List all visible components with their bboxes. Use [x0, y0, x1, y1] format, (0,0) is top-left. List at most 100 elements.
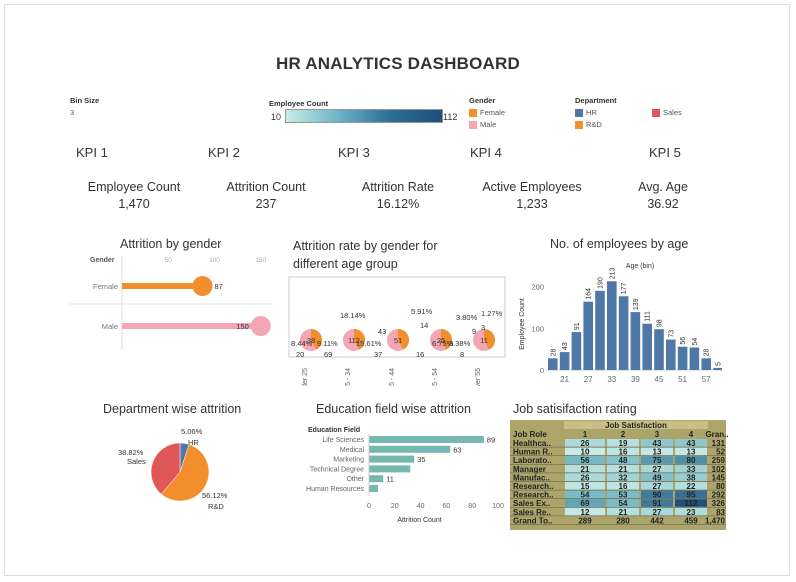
age-bar-label: 54 [692, 338, 699, 346]
rd-legend-text: R&D [586, 120, 602, 129]
age-bar [642, 323, 652, 370]
dept-sales-pct: 38.82% [118, 448, 144, 457]
age-y-tick: 200 [531, 283, 544, 292]
gender-category-label: Female [93, 282, 118, 291]
agegroup-rate-label: 15.61% [356, 339, 382, 348]
edu-category-label: Marketing [333, 457, 364, 464]
age-bar [559, 352, 570, 370]
edu-bar [369, 445, 451, 453]
gender-legend-male[interactable]: Male [469, 120, 496, 130]
job-cell-value: 33 [687, 465, 696, 474]
job-heat-cell [675, 499, 707, 507]
agegroup-count-label: 69 [324, 350, 332, 359]
age-y-axis-label: Employee Count [519, 298, 526, 350]
age-bar-label: 177 [621, 282, 628, 294]
job-heat-cell [675, 439, 707, 447]
job-cell-value: 75 [653, 456, 662, 465]
job-cell-value: 69 [581, 499, 590, 508]
job-heat-cell [675, 456, 707, 464]
edu-category-label: Medical [340, 447, 365, 454]
gender-category-label: Male [102, 322, 118, 331]
edu-value-label: 63 [453, 445, 461, 454]
kpi-1-value: 1,470 [118, 197, 150, 211]
edu-bar [369, 475, 384, 483]
age-bar [689, 347, 700, 370]
job-cell-value: 26 [581, 473, 590, 482]
age-bar-label: 56 [680, 337, 687, 345]
job-heat-cell [607, 456, 639, 464]
kpi-3-name: Attrition Rate [361, 180, 435, 194]
age-axis-title: Age (bin) [626, 263, 654, 270]
job-heat-cell [641, 447, 673, 456]
agegroup-pie-female [441, 329, 452, 350]
agegroup-pie-female [398, 329, 409, 350]
job-heat-cell [675, 490, 707, 499]
job-cell-value: 21 [619, 508, 628, 517]
edu-bar [369, 485, 379, 492]
department-legend-rd[interactable]: R&D [575, 120, 602, 130]
job-cell-value: 102 [712, 465, 726, 474]
department-attrition-chart: 5.06% HR 38.82%Sales 56.12% R&D [118, 427, 228, 511]
education-attrition-chart: Education Field Life Sciences 89 Medical 63 M… [306, 427, 504, 524]
kpi-3-tag: KPI 3 [338, 145, 370, 160]
job-heat-cell [675, 447, 707, 456]
job-cell-value: 56 [581, 456, 590, 465]
job-heat-cell [607, 464, 639, 473]
edu-category-label: Human Resources [306, 486, 364, 493]
job-heat-cell [607, 473, 639, 481]
job-heat-cell [565, 473, 605, 481]
job-cell-value: 95 [687, 491, 696, 500]
age-bar [571, 332, 582, 370]
job-sat-title: Job satisifaction rating [513, 402, 637, 416]
job-cell-value: 23 [687, 508, 696, 517]
job-role-label: Manufac.. [513, 473, 550, 482]
bin-size-value[interactable]: 3 [70, 108, 75, 117]
job-heat-cell [641, 473, 673, 481]
job-cell-value: 292 [712, 491, 726, 500]
job-column-header: Gran.. [705, 430, 728, 439]
kpi-1-name: Employee Count [87, 180, 181, 194]
job-heat-cell [641, 499, 673, 507]
agegroup-pie-female [484, 329, 495, 350]
employee-count-legend-label: Employee Count [269, 99, 329, 108]
job-heat-cell [565, 464, 605, 473]
kpi-4-tag: KPI 4 [470, 145, 502, 160]
job-cell-value: 26 [581, 439, 590, 448]
kpi-1-tag: KPI 1 [76, 145, 108, 160]
age-x-tick: 51 [678, 375, 687, 384]
edu-value-label: 11 [386, 475, 394, 484]
age-bar [630, 312, 641, 370]
age-bar-label: 43 [562, 342, 569, 350]
agegroup-count-label: 20 [296, 350, 304, 359]
gender-legend-female[interactable]: Female [469, 108, 505, 118]
age-bar-label: 98 [657, 319, 664, 327]
gender-bar-dot [192, 276, 213, 296]
edu-x-tick: 60 [443, 503, 451, 510]
job-cell-value: 10 [581, 448, 590, 457]
job-heat-cell [565, 447, 605, 456]
kpi-5-value: 36.92 [647, 197, 679, 211]
job-cell-value: 90 [653, 491, 662, 500]
job-role-label: Laborato.. [513, 456, 552, 465]
job-cell-value: 38 [687, 473, 696, 482]
department-legend-hr[interactable]: HR [575, 108, 597, 118]
job-heat-cell [641, 482, 673, 490]
age-x-tick: 27 [584, 375, 593, 384]
job-cell-value: 22 [687, 482, 696, 491]
department-legend-label: Department [575, 96, 617, 105]
job-cell-value: 27 [653, 465, 662, 474]
age-y-tick: 0 [540, 366, 544, 375]
job-heat-cell [607, 507, 639, 516]
job-cell-value: 19 [619, 439, 628, 448]
age-bar-label: 28 [550, 348, 557, 356]
job-heat-cell [675, 482, 707, 490]
agegroup-count-label: 9 [472, 327, 476, 336]
edu-x-axis-label: Attrition Count [397, 517, 441, 524]
job-cell-value: 83 [716, 508, 725, 517]
age-bar [701, 358, 711, 370]
age-x-tick: 21 [560, 375, 569, 384]
job-role-label: Grand To.. [513, 516, 552, 525]
age-bar-label: 5 [716, 362, 723, 366]
department-legend-sales[interactable]: Sales [652, 108, 682, 118]
